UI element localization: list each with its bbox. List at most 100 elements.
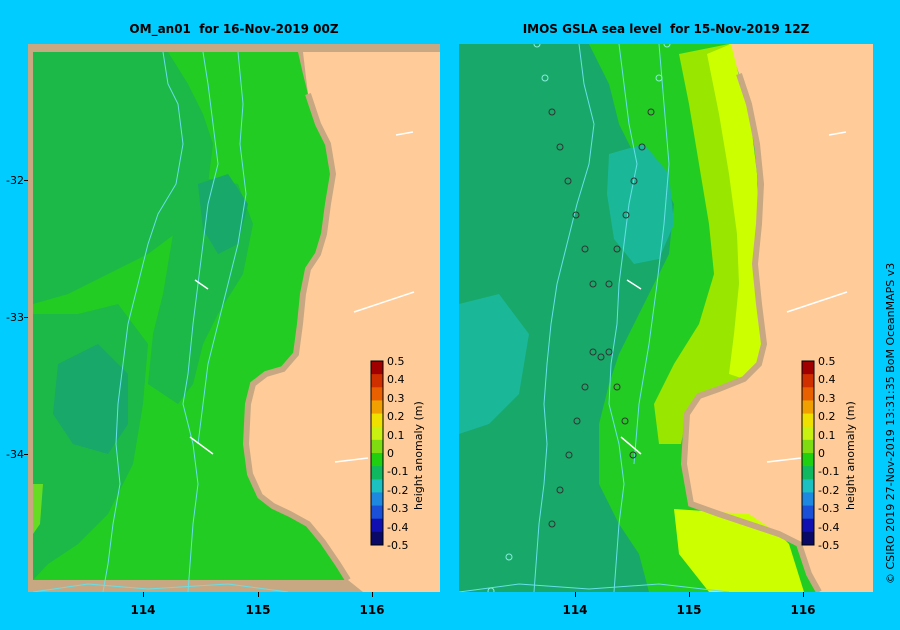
anomaly-zone: [607, 144, 674, 264]
colorbar-tick-label: -0.1: [387, 465, 409, 479]
coastal-shelf: [680, 73, 822, 592]
colorbar-segment: [802, 505, 814, 520]
colorbar-tick-label: -0.2: [387, 483, 409, 497]
credit-text: © CSIRO 2019 27-Nov-2019 13:31:35 BoM Oc…: [884, 262, 897, 584]
isobath-contour: [182, 51, 219, 592]
positive-anomaly-band: [707, 44, 764, 379]
colorbar-segment: [802, 400, 814, 415]
anomaly-zone: [33, 52, 213, 304]
colorbar-tick-label: 0: [818, 447, 825, 460]
lon-tick: [258, 592, 259, 597]
colorbar-title: height anomaly (m): [412, 401, 425, 510]
colorbar-segment: [371, 531, 383, 546]
altimeter-track-points: [548, 108, 655, 528]
anomaly-zone: [459, 294, 529, 434]
colorbar-tick-label: 0: [387, 447, 394, 460]
lon-tick: [372, 592, 373, 597]
right-map: [459, 44, 873, 592]
current-arrow: [626, 279, 642, 290]
colorbar-tick-label: -0.5: [387, 539, 409, 552]
colorbar-segment: [802, 531, 814, 546]
lon-label: 115: [676, 603, 702, 617]
lon-tick: [803, 592, 804, 597]
colorbar-tick-label: 0.1: [818, 428, 836, 442]
wind-arrow: [395, 131, 414, 136]
colorbar-segment: [802, 492, 814, 507]
isobath-contour: [608, 44, 638, 592]
lat-tick: [24, 454, 28, 455]
coastal-shelf: [242, 93, 351, 582]
colorbar-tick-label: -0.5: [818, 539, 840, 552]
left-map-title: OM_an01 for 16-Nov-2019 00Z: [129, 22, 339, 36]
lat-label: -33: [6, 311, 24, 324]
isobath-contour: [633, 44, 670, 465]
colorbar-segment: [802, 453, 814, 467]
colorbar-tick-label: -0.1: [818, 465, 840, 479]
colorbar-segment: [371, 413, 383, 428]
nearshore-band: [33, 484, 43, 534]
lat-label: -34: [6, 448, 24, 461]
colorbar-segment: [802, 374, 814, 388]
colorbar-segment: [371, 466, 383, 480]
colorbar-tick-label: 0.2: [387, 410, 405, 424]
lon-tick: [143, 592, 144, 597]
colorbar-tick-label: -0.3: [818, 502, 840, 516]
altimeter-track-points-light: [487, 44, 671, 592]
colorbar-tick-label: 0.5: [387, 355, 405, 368]
colorbar-tick-label: 0.4: [818, 373, 836, 387]
right-map-title: IMOS GSLA sea level for 15-Nov-2019 12Z: [522, 22, 810, 36]
colorbar-segment: [371, 426, 383, 441]
isobath-contour: [459, 583, 730, 592]
colorbar-segment: [802, 413, 814, 428]
land-mass: [246, 52, 440, 592]
colorbar-segment: [371, 479, 383, 493]
lon-label: 116: [359, 603, 385, 617]
colorbar-tick-label: 0.3: [818, 391, 836, 405]
left-map: [28, 44, 440, 592]
colorbar-segment: [371, 374, 383, 388]
lon-label: 114: [562, 603, 588, 617]
isobath-contour: [32, 583, 289, 592]
colorbar-tick-label: 0.4: [387, 373, 405, 387]
colorbar-segment: [802, 439, 814, 454]
colorbar-tick-label: -0.2: [818, 483, 840, 497]
colorbar-tick-label: 0.2: [818, 410, 836, 424]
colorbar-segment: [371, 439, 383, 454]
wind-arrow: [828, 131, 847, 136]
wind-arrow: [786, 291, 848, 313]
colorbar-right: [801, 360, 815, 546]
lat-tick: [24, 180, 28, 181]
lon-tick: [689, 592, 690, 597]
colorbar-segment: [371, 492, 383, 507]
colorbar-tick-label: 0.5: [818, 355, 836, 368]
colorbar-segment: [371, 453, 383, 467]
lon-label: 114: [130, 603, 156, 617]
colorbar-tick-label: 0.3: [387, 391, 405, 405]
wind-arrow: [334, 457, 369, 463]
lat-tick: [24, 317, 28, 318]
current-arrow: [189, 436, 214, 455]
current-arrow: [194, 279, 209, 290]
colorbar-tick-label: -0.4: [387, 520, 409, 534]
colorbar-segment: [802, 518, 814, 533]
colorbar-title: height anomaly (m): [844, 401, 857, 510]
colorbar-segment: [371, 361, 383, 375]
lon-label: 116: [790, 603, 816, 617]
colorbar-tick-label: -0.4: [818, 520, 840, 534]
isobath-contour: [102, 51, 184, 592]
colorbar-segment: [802, 361, 814, 375]
lon-tick: [575, 592, 576, 597]
colorbar-segment: [371, 387, 383, 401]
colorbar-segment: [802, 479, 814, 493]
colorbar-segment: [802, 466, 814, 480]
isobath-contour: [197, 51, 247, 445]
wind-arrow: [353, 291, 415, 313]
colorbar-segment: [802, 387, 814, 401]
colorbar-segment: [371, 400, 383, 415]
isobath-contour: [533, 44, 595, 592]
colorbar-segment: [802, 426, 814, 441]
anomaly-zone: [53, 344, 128, 454]
lat-label: -32: [6, 174, 24, 187]
colorbar-frame: [370, 360, 384, 546]
colorbar-segment: [371, 518, 383, 533]
